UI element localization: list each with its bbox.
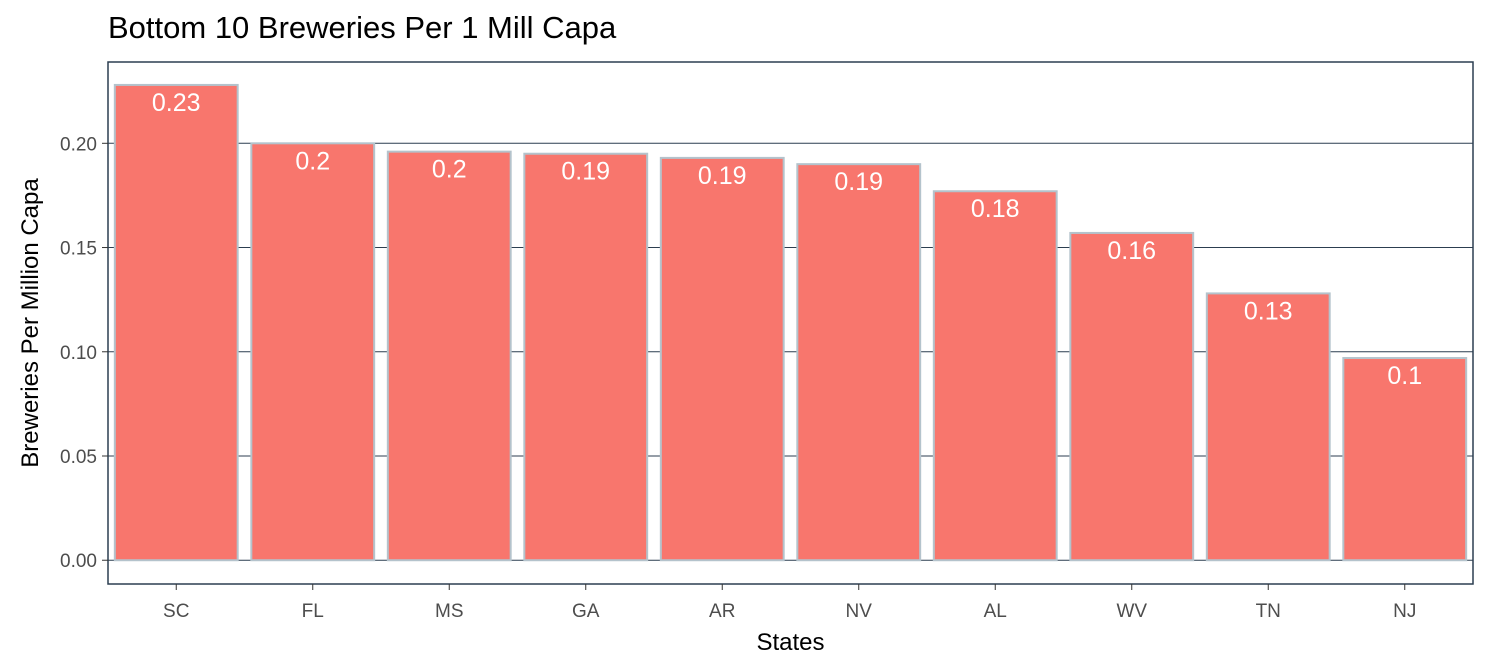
x-tick-label: TN bbox=[1256, 601, 1281, 622]
bar-value-label: 0.19 bbox=[698, 162, 747, 190]
bar-value-label: 0.19 bbox=[834, 168, 883, 196]
bar-sc bbox=[113, 83, 239, 562]
chart-title: Bottom 10 Breweries Per 1 Mill Capa bbox=[108, 10, 617, 45]
bar-value-label: 0.19 bbox=[561, 158, 610, 186]
y-tick-label: 0.10 bbox=[60, 343, 97, 364]
x-tick-label: AL bbox=[984, 601, 1007, 622]
bar-al bbox=[932, 190, 1058, 562]
bar-tn bbox=[1205, 292, 1331, 562]
y-tick-label: 0.05 bbox=[60, 447, 97, 468]
x-tick-label: MS bbox=[435, 601, 464, 622]
bar-value-label: 0.23 bbox=[152, 89, 201, 117]
bar-nj bbox=[1342, 357, 1468, 562]
y-axis: 0.00 0.05 0.10 0.15 0.20 bbox=[60, 134, 108, 572]
bar-nv bbox=[796, 163, 922, 562]
y-tick-label: 0.00 bbox=[60, 551, 97, 572]
x-tick-label: SC bbox=[163, 601, 189, 622]
y-tick-label: 0.15 bbox=[60, 239, 97, 260]
x-tick-label: GA bbox=[572, 601, 600, 622]
bar-value-label: 0.13 bbox=[1244, 297, 1293, 325]
x-tick-label: NV bbox=[846, 601, 873, 622]
x-tick-label: WV bbox=[1116, 601, 1147, 622]
bar-value-label: 0.16 bbox=[1107, 237, 1156, 265]
panel-border bbox=[107, 61, 1474, 585]
x-axis-title: States bbox=[756, 629, 824, 656]
bar-value-label: 0.1 bbox=[1387, 362, 1422, 390]
bar-value-label: 0.2 bbox=[295, 147, 330, 175]
bar-value-label: 0.18 bbox=[971, 195, 1020, 223]
bar-wv bbox=[1069, 231, 1195, 562]
x-tick-label: NJ bbox=[1393, 601, 1416, 622]
x-tick-label: FL bbox=[302, 601, 324, 622]
y-tick-label: 0.20 bbox=[60, 134, 97, 155]
bar-value-labels: 0.23 0.2 0.2 0.19 0.19 0.19 0.18 0.16 0.13 0.1 bbox=[152, 89, 1422, 390]
bar-ms bbox=[386, 150, 512, 562]
x-axis: SC FL MS GA AR NV AL WV TN NJ bbox=[163, 584, 1416, 622]
bar-ga bbox=[523, 152, 649, 562]
bar-ar bbox=[659, 156, 785, 562]
bar-value-label: 0.2 bbox=[432, 156, 467, 184]
y-axis-title: Breweries Per Million Capa bbox=[17, 178, 44, 468]
bars bbox=[113, 83, 1468, 562]
bar-fl bbox=[250, 142, 376, 562]
x-tick-label: AR bbox=[709, 601, 735, 622]
